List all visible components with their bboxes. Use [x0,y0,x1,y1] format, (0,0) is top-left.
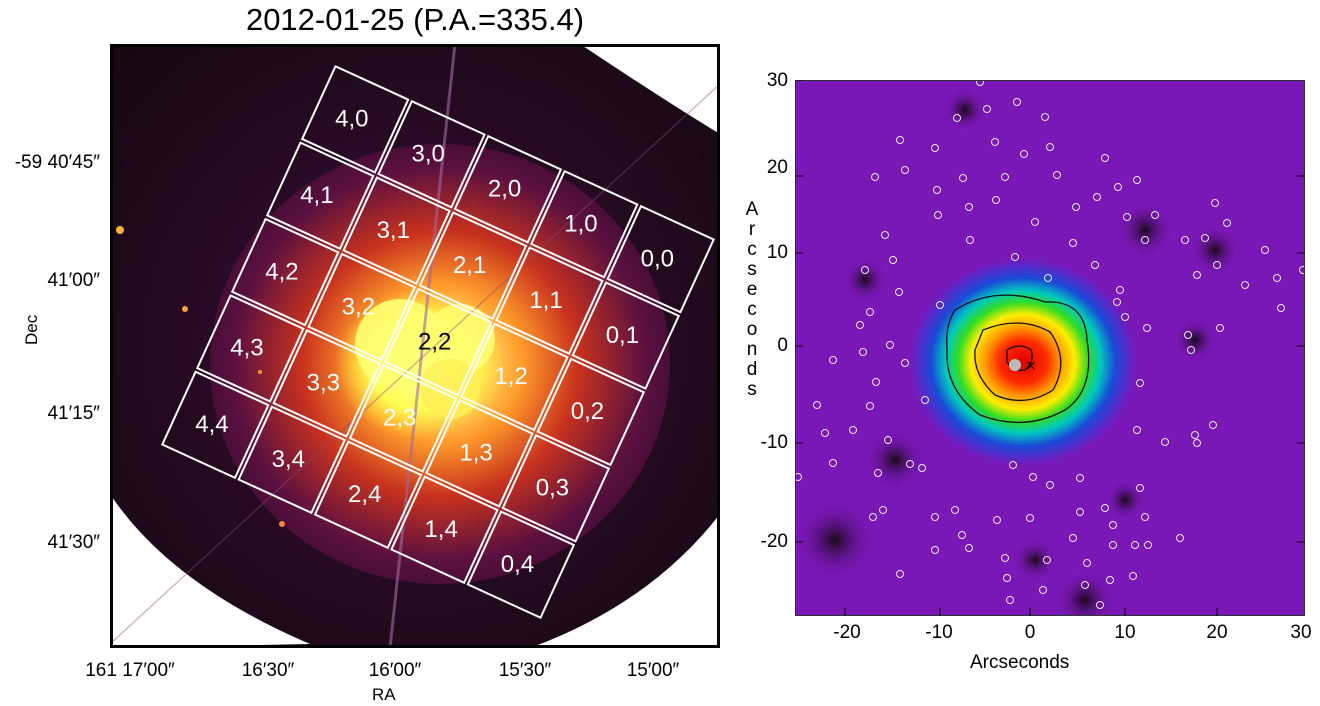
tile-outline [425,398,534,508]
dec-axis-label: Dec [22,314,41,345]
tile-outline [307,252,416,362]
x-axis-label: Arcseconds [970,652,1070,673]
y-tick-label: 0 [777,335,788,356]
tile-outline [195,294,305,403]
tile-label: 0,1 [606,322,639,349]
tile-outline [383,287,493,397]
tile-label: 1,0 [564,210,597,237]
tile-label: 0,0 [641,245,674,272]
tile-outline [418,211,528,320]
tile-outline [342,176,451,286]
tile-label: 3,4 [272,446,305,473]
ra-tick-label: 15′30″ [498,660,552,681]
tile-outline [536,357,646,467]
tile-outline [348,364,458,473]
ra-tick-label: 15′00″ [626,660,680,681]
tile-outline [160,370,270,480]
tile-label: 2,3 [383,405,416,432]
x-tick-label: 20 [1206,622,1228,643]
y-tick-label: -20 [760,531,788,552]
tile-outline [606,204,716,314]
x-tick-label: 0 [1024,622,1036,643]
tile-label: 4,3 [230,335,263,362]
ra-tick-label: 161 17′00″ [85,660,175,681]
tile-label: 1,4 [424,516,457,543]
nebula-image: 4,0 3,0 2,0 1,0 0,0 4,1 3,1 2,1 1,1 0,1 4,2 3,2 2,2 1… [109,43,721,649]
tile-label: 2,1 [453,252,486,279]
dec-tick-label: 41′00″ [47,270,100,291]
tile-outline [460,322,569,432]
x-tick-label: -10 [925,622,953,643]
tile-label: 1,1 [529,287,562,314]
tile-outline [265,141,375,251]
tile-outline [390,475,499,585]
tile-outline [300,64,410,174]
nebula-image-panel: 4,0 3,0 2,0 1,0 0,0 4,1 3,1 2,1 1,1 0,1 4,2 3,2 2,2 1… [109,43,721,649]
tile-outline [501,433,611,543]
tile-outline [466,510,576,620]
tile-outline [377,99,486,209]
tile-outline [272,329,382,438]
tile-outline [237,405,347,515]
tile-label: 0,3 [536,475,569,502]
y-tick-label: 30 [766,70,788,91]
tile-outline [453,134,563,244]
tile-label: 2,0 [488,176,521,203]
tile-label: 2,4 [348,481,381,508]
dec-tick-label: 41′30″ [47,532,100,553]
x-tick-label: 10 [1114,622,1136,643]
tile-label: 4,2 [265,258,298,285]
tile-label: 3,3 [307,370,340,397]
tile-label: 4,0 [335,106,368,133]
tile-label: 1,3 [459,440,492,467]
tile-label: 1,2 [494,363,527,390]
y-tick-label: 20 [766,157,788,178]
intensity-map: × [794,78,1307,630]
ra-tick-label: 16′30″ [241,660,295,681]
tile-outline [571,281,681,390]
ra-axis-label: RA [372,685,396,704]
x-tick-label: -20 [833,622,861,643]
tile-grid: 4,0 3,0 2,0 1,0 0,0 4,1 3,1 2,1 1,1 0,1 4,2 3,2 2,2 1… [160,64,716,620]
dec-tick-label: -59 40′45″ [14,152,100,173]
tile-label: 2,2 [418,328,451,355]
x-tick-label: 30 [1290,622,1312,643]
tile-label: 4,4 [195,411,228,438]
tile-label: 3,1 [377,217,410,244]
tile-outline [529,169,639,279]
tile-label: 3,2 [342,293,375,320]
intensity-map-panel: × [794,78,1307,630]
y-tick-label: 10 [766,242,788,263]
dec-tick-label: 41′15″ [47,403,100,424]
tile-label: 4,1 [300,182,333,209]
tile-label: 0,2 [571,398,604,425]
tile-outline [494,246,604,355]
left-panel-title: 2012-01-25 (P.A.=335.4) [245,2,585,37]
tile-outline [230,217,340,327]
tile-label: 3,0 [412,141,445,168]
svg-text:×: × [1025,358,1037,374]
tile-label: 0,4 [501,551,534,578]
ra-tick-label: 16′00″ [368,660,422,681]
y-tick-label: -10 [760,432,788,453]
tile-outline [313,440,423,550]
